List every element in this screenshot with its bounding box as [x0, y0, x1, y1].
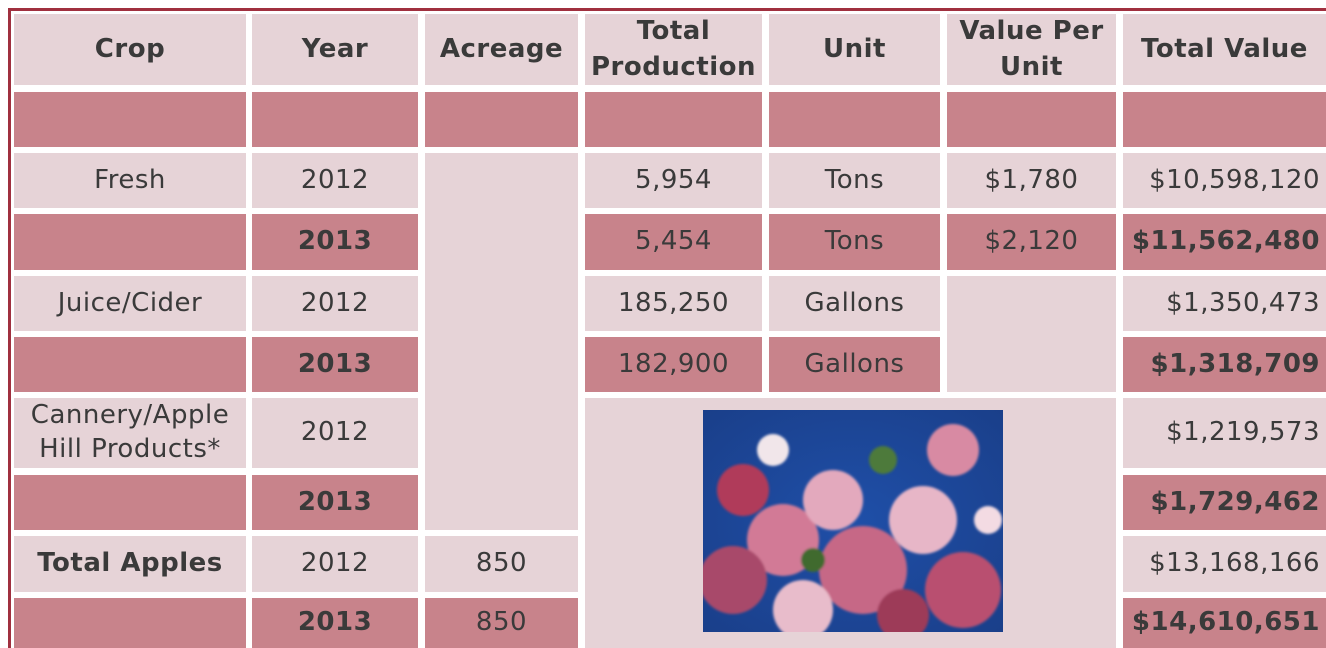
empty-cell — [425, 92, 578, 147]
empty-cell — [1123, 92, 1326, 147]
empty-cell — [252, 92, 418, 147]
total-production-cell: 185,250 — [585, 276, 762, 331]
unit-cell: Gallons — [769, 337, 940, 392]
year-cell: 2013 — [252, 214, 418, 270]
year-cell: 2013 — [252, 598, 418, 648]
header-cell: Acreage — [425, 14, 578, 85]
empty-cell — [14, 214, 246, 270]
total-value-cell: $1,350,473 — [1123, 276, 1326, 331]
total-value-cell: $13,168,166 — [1123, 536, 1326, 592]
unit-cell: Tons — [769, 153, 940, 208]
empty-cell — [14, 92, 246, 147]
page: CropYearAcreageTotal ProductionUnitValue… — [0, 0, 1326, 648]
blossom-photo — [703, 410, 1003, 632]
header-cell: Total Value — [1123, 14, 1326, 85]
header-cell: Total Production — [585, 14, 762, 85]
merged-cell — [947, 276, 1116, 392]
frame-border — [8, 8, 11, 648]
unit-cell: Gallons — [769, 276, 940, 331]
year-cell: 2012 — [252, 276, 418, 331]
total-production-cell: 5,954 — [585, 153, 762, 208]
total-value-cell: $14,610,651 — [1123, 598, 1326, 648]
year-cell: 2012 — [252, 398, 418, 468]
crop-cell: Fresh — [14, 153, 246, 208]
empty-cell — [14, 598, 246, 648]
empty-cell — [585, 92, 762, 147]
header-cell: Year — [252, 14, 418, 85]
empty-cell — [14, 337, 246, 392]
acreage-cell: 850 — [425, 598, 578, 648]
year-cell: 2012 — [252, 153, 418, 208]
total-value-cell: $1,219,573 — [1123, 398, 1326, 468]
value-per-unit-cell: $2,120 — [947, 214, 1116, 270]
year-cell: 2013 — [252, 337, 418, 392]
unit-cell: Tons — [769, 214, 940, 270]
total-production-cell: 182,900 — [585, 337, 762, 392]
total-production-cell: 5,454 — [585, 214, 762, 270]
value-per-unit-cell: $1,780 — [947, 153, 1116, 208]
header-cell: Unit — [769, 14, 940, 85]
year-cell: 2013 — [252, 475, 418, 530]
header-cell: Crop — [14, 14, 246, 85]
year-cell: 2012 — [252, 536, 418, 592]
total-value-cell: $1,318,709 — [1123, 337, 1326, 392]
header-cell: Value Per Unit — [947, 14, 1116, 85]
merged-cell — [425, 153, 578, 530]
total-value-cell: $11,562,480 — [1123, 214, 1326, 270]
total-value-cell: $10,598,120 — [1123, 153, 1326, 208]
crop-cell: Juice/Cider — [14, 276, 246, 331]
frame-border — [8, 8, 1326, 11]
acreage-cell: 850 — [425, 536, 578, 592]
crop-cell: Total Apples — [14, 536, 246, 592]
empty-cell — [769, 92, 940, 147]
empty-cell — [14, 475, 246, 530]
empty-cell — [947, 92, 1116, 147]
total-value-cell: $1,729,462 — [1123, 475, 1326, 530]
crop-cell: Cannery/Apple Hill Products* — [14, 398, 246, 468]
